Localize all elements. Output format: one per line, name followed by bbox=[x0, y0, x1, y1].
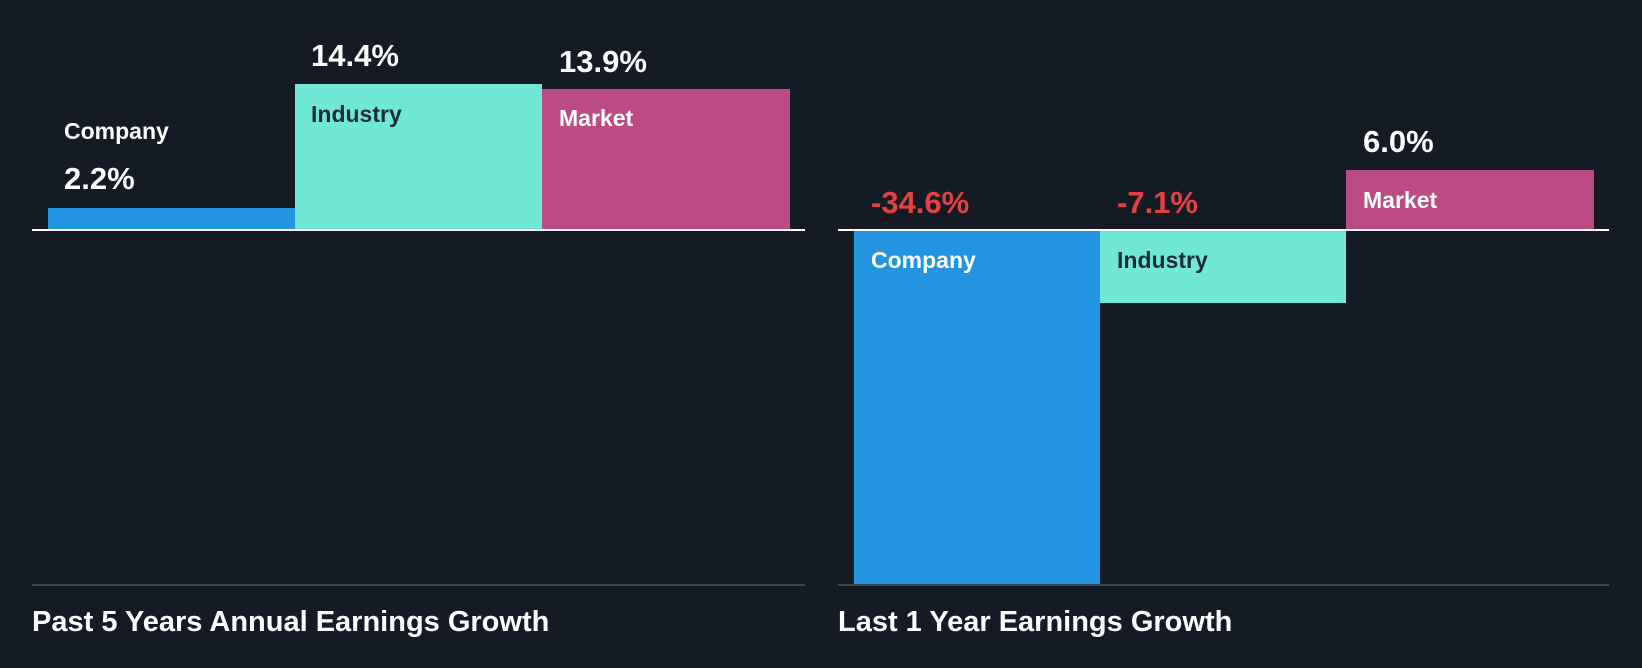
zero-line bbox=[838, 229, 1609, 231]
bar-market bbox=[542, 89, 790, 230]
value-industry: 14.4% bbox=[311, 38, 399, 73]
value-market: 13.9% bbox=[559, 44, 647, 79]
chart-title: Past 5 Years Annual Earnings Growth bbox=[32, 606, 550, 638]
label-market: Market bbox=[559, 105, 634, 131]
value-market: 6.0% bbox=[1363, 124, 1434, 159]
bar-company bbox=[854, 230, 1100, 584]
label-company: Company bbox=[871, 247, 976, 273]
chart-title: Last 1 Year Earnings Growth bbox=[838, 606, 1233, 638]
bar-industry bbox=[1100, 230, 1346, 303]
axis-floor bbox=[838, 584, 1609, 586]
value-industry: -7.1% bbox=[1117, 185, 1198, 220]
bar-company bbox=[48, 208, 295, 230]
axis-floor bbox=[32, 584, 805, 586]
value-company: 2.2% bbox=[64, 161, 135, 196]
zero-line bbox=[32, 229, 805, 231]
bar-industry bbox=[295, 84, 542, 230]
value-company: -34.6% bbox=[871, 185, 970, 220]
label-market: Market bbox=[1363, 187, 1438, 213]
label-company: Company bbox=[64, 118, 169, 144]
label-industry: Industry bbox=[311, 101, 402, 127]
bar-market bbox=[1346, 170, 1594, 230]
label-industry: Industry bbox=[1117, 247, 1208, 273]
